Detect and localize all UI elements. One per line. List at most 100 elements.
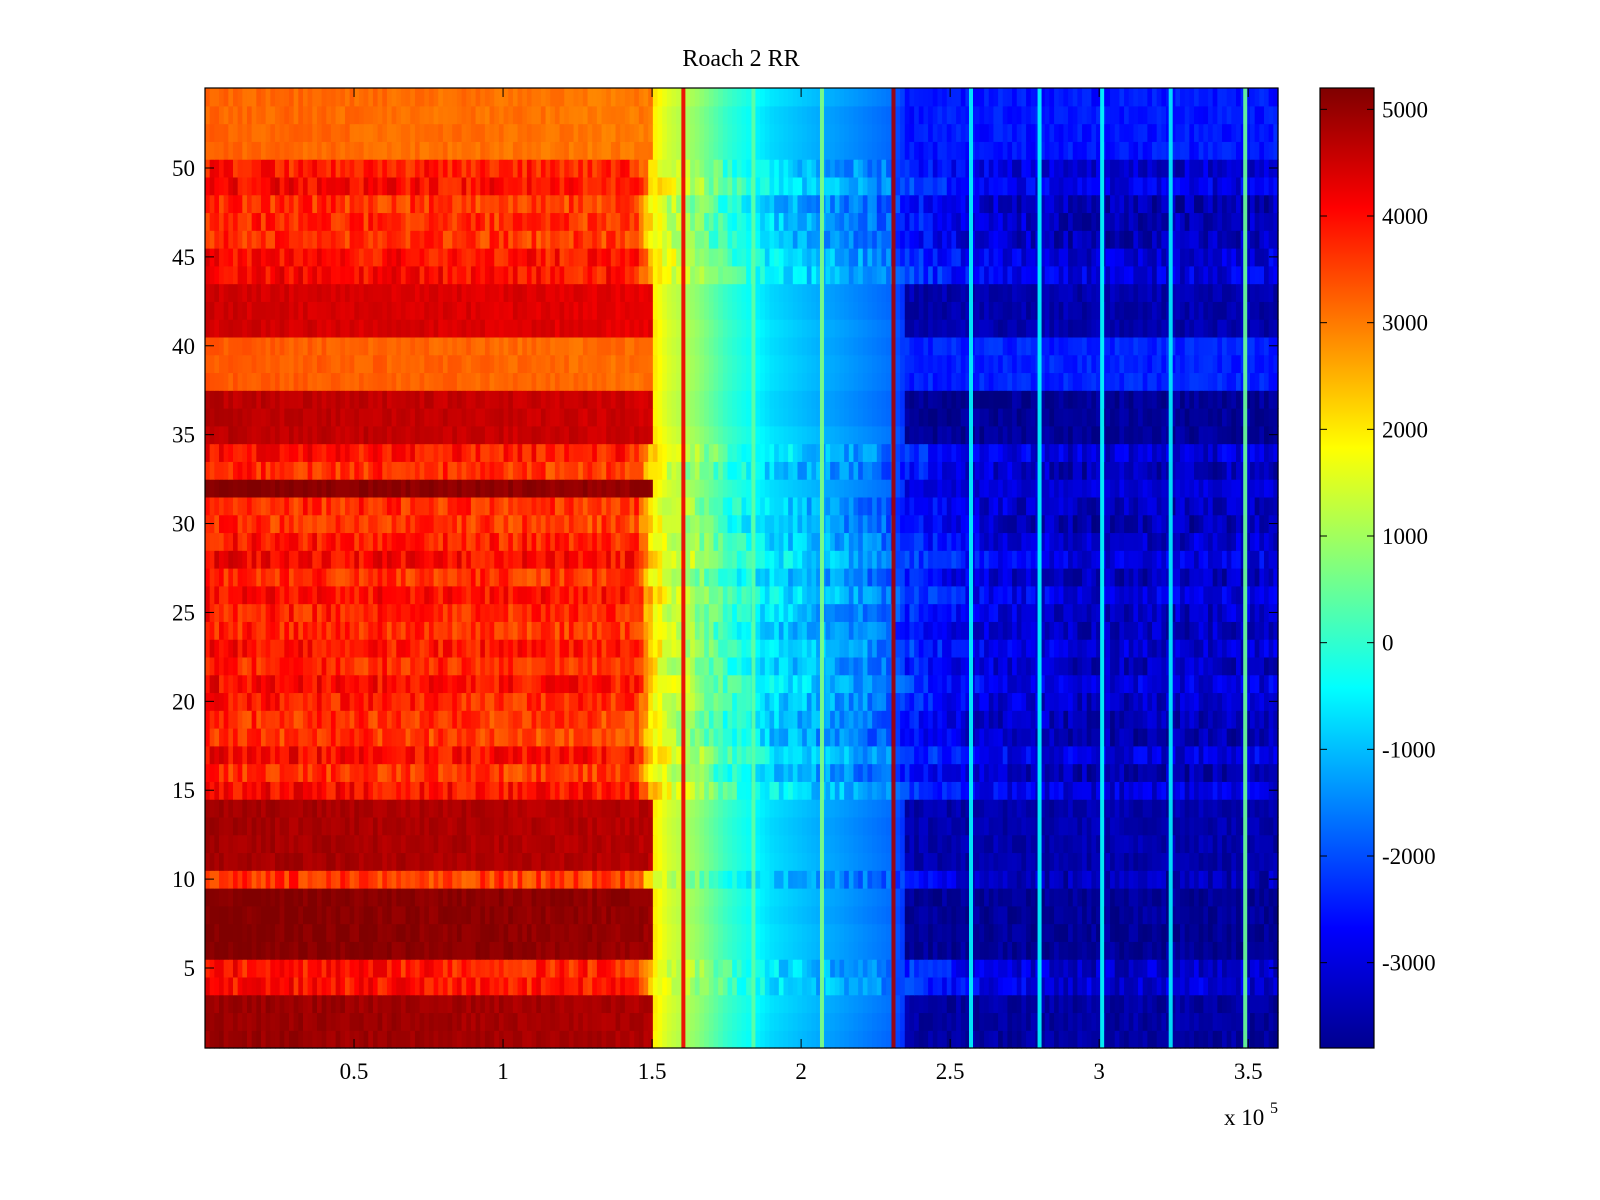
heatmap-cell [1166,923,1172,942]
heatmap-cell [662,976,668,996]
heatmap-cell [816,870,822,889]
heatmap-cell [428,816,435,836]
heatmap-cell [424,852,430,871]
heatmap-cell [1226,816,1232,836]
heatmap-cell [260,905,267,925]
heatmap-cell [260,941,267,960]
heatmap-cell [1175,959,1181,978]
heatmap-cell [1077,941,1083,960]
heatmap-cell [1152,710,1158,729]
heatmap-cell [274,799,281,818]
heatmap-cell [601,976,607,996]
heatmap-cell [1250,923,1256,942]
heatmap-cell [848,1030,855,1049]
heatmap-cell [573,959,579,978]
heatmap-cell [914,852,920,871]
heatmap-cell [256,941,262,960]
heatmap-cell [1044,905,1051,925]
heatmap-cell [806,834,813,854]
heatmap-cell [760,888,766,907]
heatmap-cell [928,941,934,960]
heatmap-cell [1194,834,1200,854]
heatmap-cell [1198,870,1204,889]
heatmap-cell [1194,976,1200,996]
heatmap-cell [592,1030,598,1049]
heatmap-cell [498,870,505,889]
heatmap-cell [834,799,841,818]
heatmap-cell [802,834,808,854]
heatmap-cell [424,656,430,676]
heatmap-cell [1217,905,1223,925]
heatmap-cell [844,976,850,996]
heatmap-cell [601,781,607,800]
heatmap-cell [886,763,892,782]
heatmap-cell [727,1030,733,1049]
heatmap-cell [666,799,673,818]
heatmap-cell [708,905,715,925]
heatmap-cell [349,674,355,694]
heatmap-cell [1007,888,1013,907]
heatmap-cell [601,763,607,782]
heatmap-cell [797,941,803,960]
heatmap-cell [1016,888,1023,907]
heatmap-cell [848,692,855,711]
heatmap-cell [886,1030,892,1049]
heatmap-cell [1021,692,1027,711]
heatmap-cell [265,710,271,729]
heatmap-cell [932,959,939,978]
heatmap-cell [1044,710,1051,729]
heatmap-cell [242,905,248,925]
heatmap-cell [1138,888,1144,907]
heatmap-cell [638,816,645,836]
heatmap-cell [344,763,351,782]
heatmap-cell [410,1030,416,1049]
heatmap-cell [1142,923,1148,942]
heatmap-cell [540,674,547,694]
heatmap-cell [223,852,229,871]
heatmap-cell [475,870,481,889]
heatmap-cell [690,888,696,907]
heatmap-cell [354,710,360,729]
heatmap-cell [279,799,285,818]
heatmap-cell [718,728,724,747]
heatmap-cell [867,1030,873,1049]
heatmap-cell [886,728,892,747]
heatmap-cell [246,799,253,818]
heatmap-row [205,1030,1279,1049]
heatmap-cell [858,870,864,889]
heatmap-cell [484,781,491,800]
heatmap-cell [410,905,416,925]
heatmap-cell [1040,816,1046,836]
heatmap-cell [778,1012,785,1031]
heatmap-cell [1259,745,1265,765]
heatmap-cell [862,834,869,854]
heatmap-cell [1110,781,1116,800]
heatmap-cell [358,852,365,871]
heatmap-cell [498,994,505,1014]
heatmap-cell [1110,763,1116,782]
heatmap-cell [466,710,472,729]
heatmap-cell [1147,888,1153,907]
heatmap-cell [1128,799,1134,818]
heatmap-cell [237,888,243,907]
heatmap-cell [615,763,621,782]
heatmap-cell [400,816,407,836]
heatmap-cell [368,923,374,942]
heatmap-cell [652,976,659,996]
heatmap-cell [1021,781,1027,800]
heatmap-cell [340,745,346,765]
heatmap-cell [788,834,794,854]
heatmap-cell [484,834,491,854]
heatmap-cell [788,781,794,800]
heatmap-cell [251,781,257,800]
heatmap-cell [498,941,505,960]
heatmap-cell [1166,710,1172,729]
heatmap-cell [1236,976,1242,996]
heatmap-cell [573,888,579,907]
heatmap-cell [713,816,719,836]
heatmap-cell [601,905,607,925]
heatmap-cell [1156,959,1162,978]
heatmap-cell [526,959,533,978]
heatmap-cell [1138,976,1144,996]
heatmap-cell [321,763,327,782]
